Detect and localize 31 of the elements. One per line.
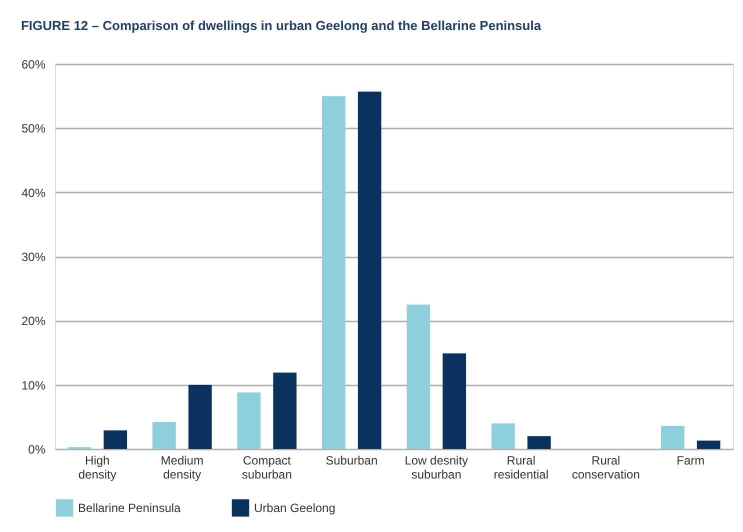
x-tick-label: Rural residential [494,454,548,482]
bar [322,96,346,449]
y-tick-label: 0% [28,442,46,456]
bar [104,430,128,449]
x-tick-label: Compact suburban [242,454,292,482]
bar [442,353,466,449]
legend-label: Urban Geelong [254,500,336,515]
bar [660,426,684,449]
chart-title: FIGURE 12 – Comparison of dwellings in urban Geelong and the Bellarine Peninsula [20,18,542,33]
bar [527,436,551,449]
bar [273,372,297,449]
y-tick-label: 60% [21,58,46,72]
y-tick-label: 40% [21,186,46,200]
x-tick-label: Medium density [160,454,204,482]
legend-label: Bellarine Peninsula [78,500,182,515]
y-tick-label: 50% [21,122,46,136]
bar [358,92,382,449]
bar [188,384,212,449]
x-tick-label: Suburban [326,454,378,468]
x-tick-label: Low desnity suburban [404,454,468,482]
y-tick-label: 10% [21,378,46,392]
bar [237,392,261,449]
bar [152,422,176,449]
bar [406,304,430,449]
x-tick-label: High density [78,454,116,482]
bar [696,440,720,449]
y-tick-label: 20% [21,314,46,328]
bar [491,423,515,449]
x-tick-label: Farm [676,454,705,468]
x-tick-label: Rural conservation [572,454,640,482]
y-tick-label: 30% [21,250,46,264]
